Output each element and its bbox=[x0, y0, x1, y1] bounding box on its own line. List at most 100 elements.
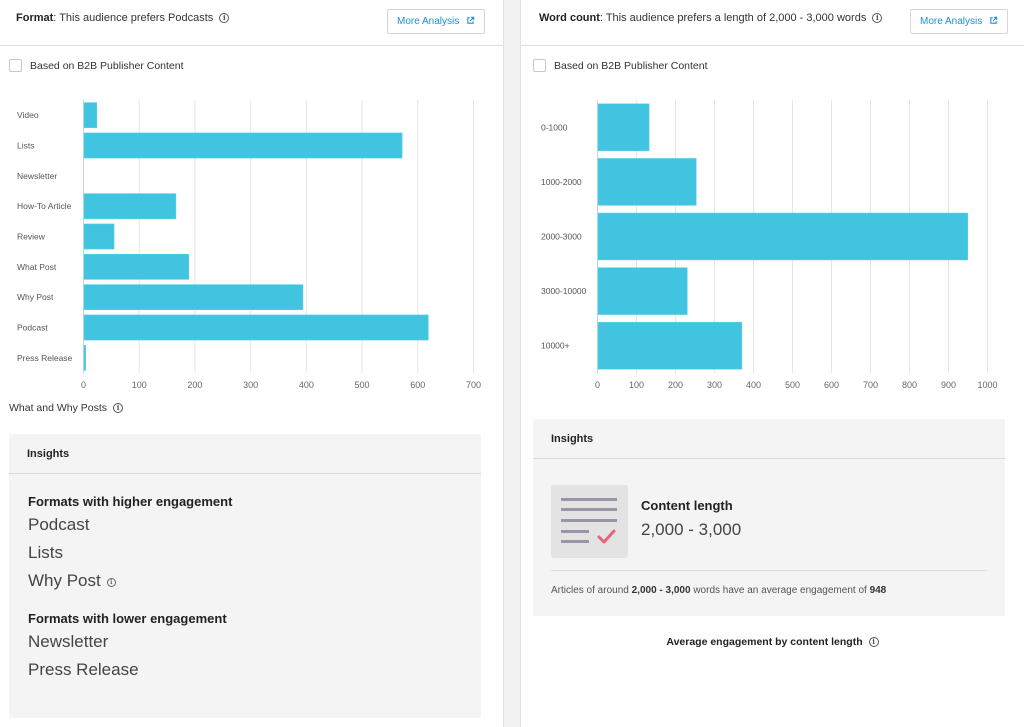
bar-2000-3000[interactable] bbox=[597, 212, 968, 261]
x-tick-label: 800 bbox=[902, 380, 917, 390]
y-category-label: What Post bbox=[17, 262, 57, 272]
engagement-note: Articles of around 2,000 - 3,000 words h… bbox=[551, 585, 886, 596]
lower-engagement-item: Newsletter bbox=[28, 632, 109, 651]
bar-lists[interactable] bbox=[83, 132, 403, 159]
bar-1000-2000[interactable] bbox=[597, 158, 697, 206]
higher-engagement-list: Podcast Lists Why Post i bbox=[28, 511, 481, 595]
external-link-icon bbox=[467, 16, 475, 24]
info-icon[interactable]: i bbox=[872, 13, 883, 23]
bar-press-release[interactable] bbox=[83, 344, 86, 371]
b2b-publisher-checkbox[interactable] bbox=[9, 59, 22, 72]
y-category-label: Why Post bbox=[17, 292, 54, 302]
word-count-panel: Word count: This audience prefers a leng… bbox=[521, 0, 1024, 727]
bar-how-to-article[interactable] bbox=[83, 193, 177, 220]
x-tick-label: 100 bbox=[132, 380, 147, 390]
x-tick-label: 100 bbox=[629, 380, 644, 390]
x-tick-label: 0 bbox=[595, 380, 600, 390]
bar-what-post[interactable] bbox=[83, 253, 189, 280]
higher-engagement-item: Why Post i bbox=[28, 567, 481, 595]
format-title-label: Format bbox=[16, 12, 54, 24]
bar-0-1000[interactable] bbox=[597, 103, 650, 152]
x-tick-label: 500 bbox=[355, 380, 370, 390]
more-analysis-label: More Analysis bbox=[397, 16, 460, 27]
format-chart: 0 100 200 300 400 500 600 700 Video Lists Newslett… bbox=[17, 100, 481, 390]
y-category-label: 10000+ bbox=[541, 341, 570, 351]
word-count-panel-title: Word count: This audience prefers a leng… bbox=[539, 12, 883, 24]
insights-body: Formats with higher engagement Podcast L… bbox=[9, 474, 481, 684]
y-category-label: Lists bbox=[17, 141, 34, 151]
note-prefix: Articles of around bbox=[551, 585, 632, 596]
external-link-icon bbox=[990, 16, 998, 24]
more-analysis-button[interactable]: More Analysis bbox=[910, 9, 1009, 34]
insights-header: Insights bbox=[9, 434, 481, 474]
info-icon[interactable]: i bbox=[106, 578, 116, 587]
y-category-label: 3000-10000 bbox=[541, 286, 587, 296]
lower-engagement-item: Press Release bbox=[28, 660, 139, 679]
b2b-publisher-label: Based on B2B Publisher Content bbox=[30, 59, 184, 72]
document-lines-graphic bbox=[561, 498, 617, 544]
b2b-publisher-checkbox[interactable] bbox=[533, 59, 546, 72]
panel-divider bbox=[503, 0, 521, 727]
x-tick-label: 200 bbox=[668, 380, 683, 390]
insights-header: Insights bbox=[533, 419, 1005, 459]
info-icon[interactable]: i bbox=[868, 637, 879, 647]
b2b-publisher-checkbox-row[interactable]: Based on B2B Publisher Content bbox=[9, 59, 184, 72]
y-category-label: Podcast bbox=[17, 323, 48, 333]
x-tick-label: 700 bbox=[466, 380, 481, 390]
what-why-posts-caption: What and Why Posts i bbox=[9, 402, 124, 414]
word-count-panel-header: Word count: This audience prefers a leng… bbox=[521, 0, 1024, 46]
bar-10000-[interactable] bbox=[597, 321, 743, 370]
bar-3000-10000[interactable] bbox=[597, 267, 688, 315]
y-category-label: Newsletter bbox=[17, 171, 57, 181]
x-tick-label: 600 bbox=[410, 380, 425, 390]
x-tick-label: 1000 bbox=[977, 380, 997, 390]
info-icon[interactable]: i bbox=[219, 13, 230, 23]
b2b-publisher-checkbox-row[interactable]: Based on B2B Publisher Content bbox=[533, 59, 708, 72]
y-category-label: How-To Article bbox=[17, 201, 72, 211]
bar-podcast[interactable] bbox=[83, 314, 429, 341]
x-tick-label: 500 bbox=[785, 380, 800, 390]
bar-video[interactable] bbox=[83, 102, 98, 129]
content-length-title: Content length bbox=[641, 498, 733, 513]
insights-divider bbox=[551, 570, 987, 571]
x-tick-label: 600 bbox=[824, 380, 839, 390]
format-title-text: : This audience prefers Podcasts bbox=[53, 12, 214, 24]
format-panel-header: Format: This audience prefers Podcasts i … bbox=[0, 0, 503, 46]
word-count-title-label: Word count bbox=[539, 12, 600, 24]
y-category-label: 0-1000 bbox=[541, 122, 568, 132]
more-analysis-button[interactable]: More Analysis bbox=[387, 9, 486, 34]
bar-why-post[interactable] bbox=[83, 284, 304, 311]
x-tick-label: 400 bbox=[299, 380, 314, 390]
lower-engagement-list: Newsletter Press Release bbox=[28, 628, 481, 684]
y-category-label: Review bbox=[17, 232, 46, 242]
higher-engagement-item: Podcast bbox=[28, 515, 90, 534]
document-check-icon bbox=[551, 485, 628, 558]
lower-engagement-heading: Formats with lower engagement bbox=[28, 611, 227, 626]
x-tick-label: 300 bbox=[243, 380, 258, 390]
y-category-label: Press Release bbox=[17, 353, 73, 363]
higher-engagement-item-label: Why Post bbox=[28, 571, 101, 590]
x-tick-label: 200 bbox=[187, 380, 202, 390]
y-category-label: 1000-2000 bbox=[541, 177, 582, 187]
what-why-posts-label: What and Why Posts bbox=[9, 402, 108, 414]
info-icon[interactable]: i bbox=[113, 403, 124, 413]
y-category-label: Video bbox=[17, 110, 39, 120]
format-panel-title: Format: This audience prefers Podcasts i bbox=[16, 12, 230, 24]
word-count-chart: 0 100 200 300 400 500 600 700 800 900 1000 0-1000 10… bbox=[541, 100, 998, 390]
higher-engagement-item: Lists bbox=[28, 543, 63, 562]
higher-engagement-heading: Formats with higher engagement bbox=[28, 494, 233, 509]
content-length-value: 2,000 - 3,000 bbox=[641, 520, 742, 539]
note-mid: words have an average engagement of bbox=[690, 585, 870, 596]
x-tick-label: 700 bbox=[863, 380, 878, 390]
word-count-title-text: : This audience prefers a length of 2,00… bbox=[599, 12, 867, 24]
format-insights-card: Insights Formats with higher engagement … bbox=[9, 434, 481, 718]
bar-review[interactable] bbox=[83, 223, 115, 250]
format-panel: Format: This audience prefers Podcasts i … bbox=[0, 0, 503, 727]
x-tick-label: 0 bbox=[81, 380, 86, 390]
y-category-label: 2000-3000 bbox=[541, 232, 582, 242]
x-tick-label: 400 bbox=[746, 380, 761, 390]
b2b-publisher-label: Based on B2B Publisher Content bbox=[554, 59, 708, 72]
word-count-insights-card: Insights Content length 2,000 - 3,000 Ar… bbox=[533, 419, 1005, 616]
note-value: 948 bbox=[869, 585, 887, 596]
